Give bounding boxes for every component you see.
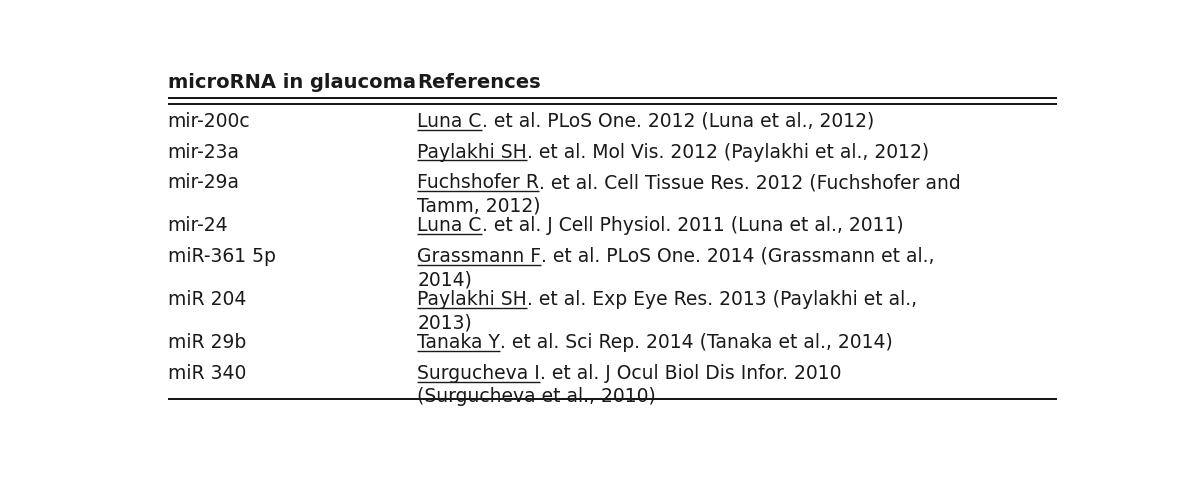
- Text: microRNA in glaucoma: microRNA in glaucoma: [168, 73, 415, 92]
- Text: Surgucheva I: Surgucheva I: [418, 364, 540, 382]
- Text: Fuchshofer R: Fuchshofer R: [418, 173, 539, 192]
- Text: . et al. Exp Eye Res. 2013 (Paylakhi et al.,: . et al. Exp Eye Res. 2013 (Paylakhi et …: [527, 290, 917, 309]
- Text: Luna C: Luna C: [418, 216, 481, 235]
- Text: 2013): 2013): [418, 313, 472, 333]
- Text: Paylakhi SH: Paylakhi SH: [418, 290, 527, 309]
- Text: Luna C: Luna C: [418, 112, 481, 131]
- Text: Paylakhi SH: Paylakhi SH: [418, 142, 527, 161]
- Text: . et al. PLoS One. 2014 (Grassmann et al.,: . et al. PLoS One. 2014 (Grassmann et al…: [542, 247, 935, 266]
- Text: mir-24: mir-24: [168, 216, 228, 235]
- Text: References: References: [418, 73, 540, 92]
- Text: . et al. Sci Rep. 2014 (Tanaka et al., 2014): . et al. Sci Rep. 2014 (Tanaka et al., 2…: [500, 333, 893, 352]
- Text: mir-200c: mir-200c: [168, 112, 250, 131]
- Text: Grassmann F: Grassmann F: [418, 247, 542, 266]
- Text: miR 29b: miR 29b: [168, 333, 245, 352]
- Text: mir-29a: mir-29a: [168, 173, 240, 192]
- Text: miR-361 5p: miR-361 5p: [168, 247, 275, 266]
- Text: Tanaka Y: Tanaka Y: [418, 333, 500, 352]
- Text: mir-23a: mir-23a: [168, 142, 240, 161]
- Text: miR 204: miR 204: [168, 290, 245, 309]
- Text: . et al. J Cell Physiol. 2011 (Luna et al., 2011): . et al. J Cell Physiol. 2011 (Luna et a…: [481, 216, 903, 235]
- Text: . et al. PLoS One. 2012 (Luna et al., 2012): . et al. PLoS One. 2012 (Luna et al., 20…: [481, 112, 874, 131]
- Text: . et al. Mol Vis. 2012 (Paylakhi et al., 2012): . et al. Mol Vis. 2012 (Paylakhi et al.,…: [527, 142, 929, 161]
- Text: . et al. Cell Tissue Res. 2012 (Fuchshofer and: . et al. Cell Tissue Res. 2012 (Fuchshof…: [539, 173, 961, 192]
- Text: miR 340: miR 340: [168, 364, 245, 382]
- Text: (Surgucheva et al., 2010): (Surgucheva et al., 2010): [418, 387, 656, 406]
- Text: Tamm, 2012): Tamm, 2012): [418, 197, 540, 216]
- Text: . et al. J Ocul Biol Dis Infor. 2010: . et al. J Ocul Biol Dis Infor. 2010: [540, 364, 841, 382]
- Text: 2014): 2014): [418, 271, 472, 290]
